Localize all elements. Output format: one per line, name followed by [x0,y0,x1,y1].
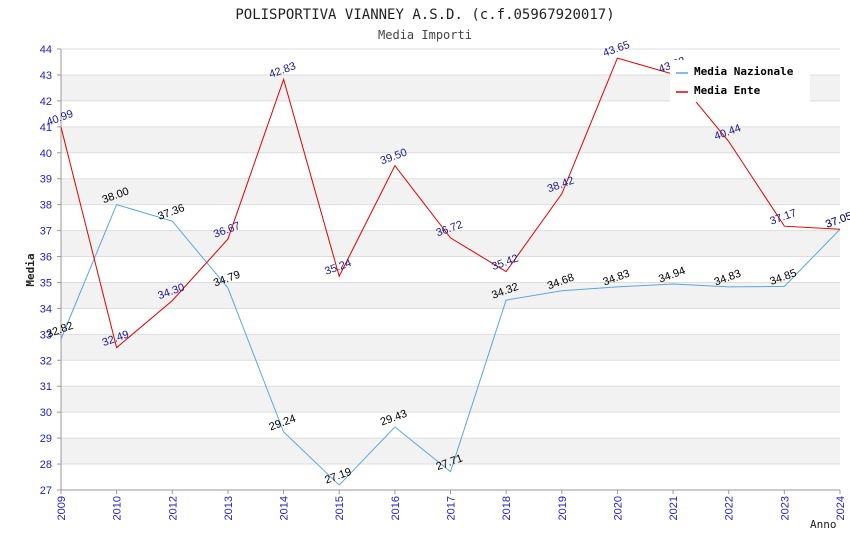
grid-band [61,438,840,465]
grid-band [61,178,840,205]
x-tick-label: 2020 [612,496,624,520]
y-tick-label: 42 [40,96,52,108]
y-tick-label: 28 [40,459,52,471]
x-tick-label: 2023 [779,496,791,520]
grid-band [61,282,840,309]
x-tick-label: 2024 [835,496,847,520]
legend-box [670,60,810,102]
data-label: 43.65 [601,39,631,60]
y-tick-label: 33 [40,329,52,341]
x-axis-label: Anno [810,518,837,531]
chart-title: POLISPORTIVA VIANNEY A.S.D. (c.f.0596792… [235,7,614,23]
y-tick-label: 30 [40,407,52,419]
grid-lines [61,48,840,491]
y-tick-label: 40 [40,148,52,160]
x-tick-label: 2019 [557,496,569,520]
series-line-media-ente [60,57,841,349]
data-label: 37.05 [824,210,850,231]
y-tick-label: 43 [40,70,52,82]
x-tick-label: 2013 [223,496,235,520]
y-tick-label: 39 [40,174,52,186]
y-tick-label: 32 [40,355,52,367]
x-tick-label: 2016 [390,496,402,520]
data-label: 35.24 [323,257,353,278]
y-tick-label: 29 [40,433,52,445]
chart-subtitle: Media Importi [378,28,472,42]
legend-label-media-nazionale: Media Nazionale [694,65,794,78]
y-tick-label: 35 [40,277,52,289]
grid-band [61,334,840,361]
y-tick-label: 44 [40,44,52,56]
y-tick-label: 36 [40,252,52,264]
axes [60,49,840,491]
x-ticks: 2009 2010 2012 2013 2014 2015 2016 2017 2018 2019… [56,490,847,520]
x-tick-label: 2021 [668,496,680,520]
y-ticks: 27 28 29 30 31 32 33 34 35 36 37 38 39 40 41 42 43 44 [40,44,61,497]
grid-band [61,126,840,153]
x-tick-label: 2009 [56,496,68,520]
x-tick-label: 2015 [334,496,346,520]
y-tick-label: 41 [40,122,52,134]
legend-label-media-ente: Media Ente [694,84,761,97]
y-tick-label: 34 [40,303,52,315]
x-tick-label: 2017 [446,496,458,520]
x-tick-label: 2022 [724,496,736,520]
x-tick-label: 2014 [279,496,291,520]
legend: Media Nazionale Media Ente [670,60,810,102]
series-lines [60,57,841,486]
x-tick-label: 2010 [112,496,124,520]
y-tick-label: 27 [40,485,52,497]
x-tick-label: 2012 [167,496,179,520]
y-tick-label: 31 [40,381,52,393]
y-tick-label: 37 [40,226,52,238]
grid-band [61,386,840,413]
series-line-media-nazionale [60,203,841,486]
data-label: 37.36 [156,202,186,223]
data-labels: 32.8238.0037.3634.7929.2427.1929.4327.71… [45,39,850,487]
y-axis-label: Media [24,253,37,286]
y-tick-label: 38 [40,200,52,212]
data-label: 40.99 [45,108,75,129]
x-tick-label: 2018 [501,496,513,520]
